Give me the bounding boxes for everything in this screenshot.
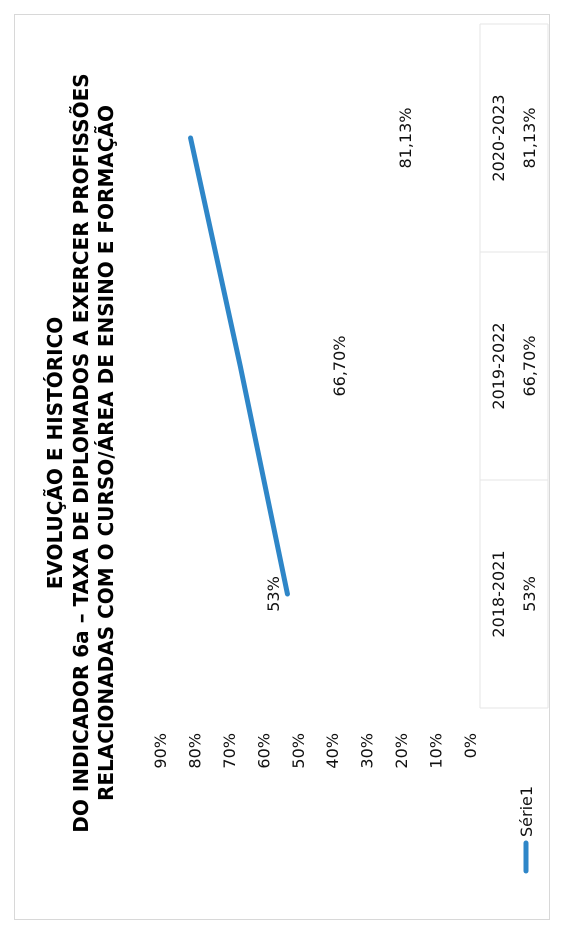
y-axis-ticks: 90% 80% 70% 60% 50% 40% 30% 20% 10% 0%: [151, 733, 480, 769]
y-tick-label: 40%: [323, 733, 342, 769]
y-tick-label: 90%: [151, 733, 170, 769]
y-tick-label: 70%: [220, 733, 239, 769]
chart-title-line-1: EVOLUÇÃO E HISTÓRICO: [43, 317, 67, 590]
chart-title-line-3: RELACIONADAS COM O CURSO/ÁREA DE ENSINO …: [94, 105, 118, 801]
y-tick-label: 0%: [461, 733, 480, 758]
y-tick-label: 80%: [185, 733, 204, 769]
category-label: 2018-2021: [489, 550, 508, 637]
table-value: 66,70%: [520, 335, 539, 396]
category-label: 2019-2022: [489, 322, 508, 409]
plot-area: 53% 66,70% 81,13%: [188, 107, 415, 612]
data-label: 81,13%: [396, 107, 415, 168]
y-tick-label: 10%: [427, 733, 446, 769]
legend-label: Série1: [517, 786, 536, 837]
series-line: [188, 135, 290, 597]
data-label: 66,70%: [330, 335, 349, 396]
y-tick-label: 20%: [392, 733, 411, 769]
category-label: 2020-2023: [489, 94, 508, 181]
y-tick-label: 50%: [289, 733, 308, 769]
page-frame: [14, 14, 550, 920]
y-tick-label: 30%: [358, 733, 377, 769]
chart-title-line-2: DO INDICADOR 6a – TAXA DE DIPLOMADOS A E…: [69, 73, 93, 832]
table-value: 81,13%: [520, 107, 539, 168]
y-tick-label: 60%: [254, 733, 273, 769]
data-label: 53%: [264, 576, 283, 612]
table-value: 53%: [520, 576, 539, 612]
data-table: 2018-2021 53% 2019-2022 66,70% 2020-2023 81,1…: [479, 23, 549, 709]
